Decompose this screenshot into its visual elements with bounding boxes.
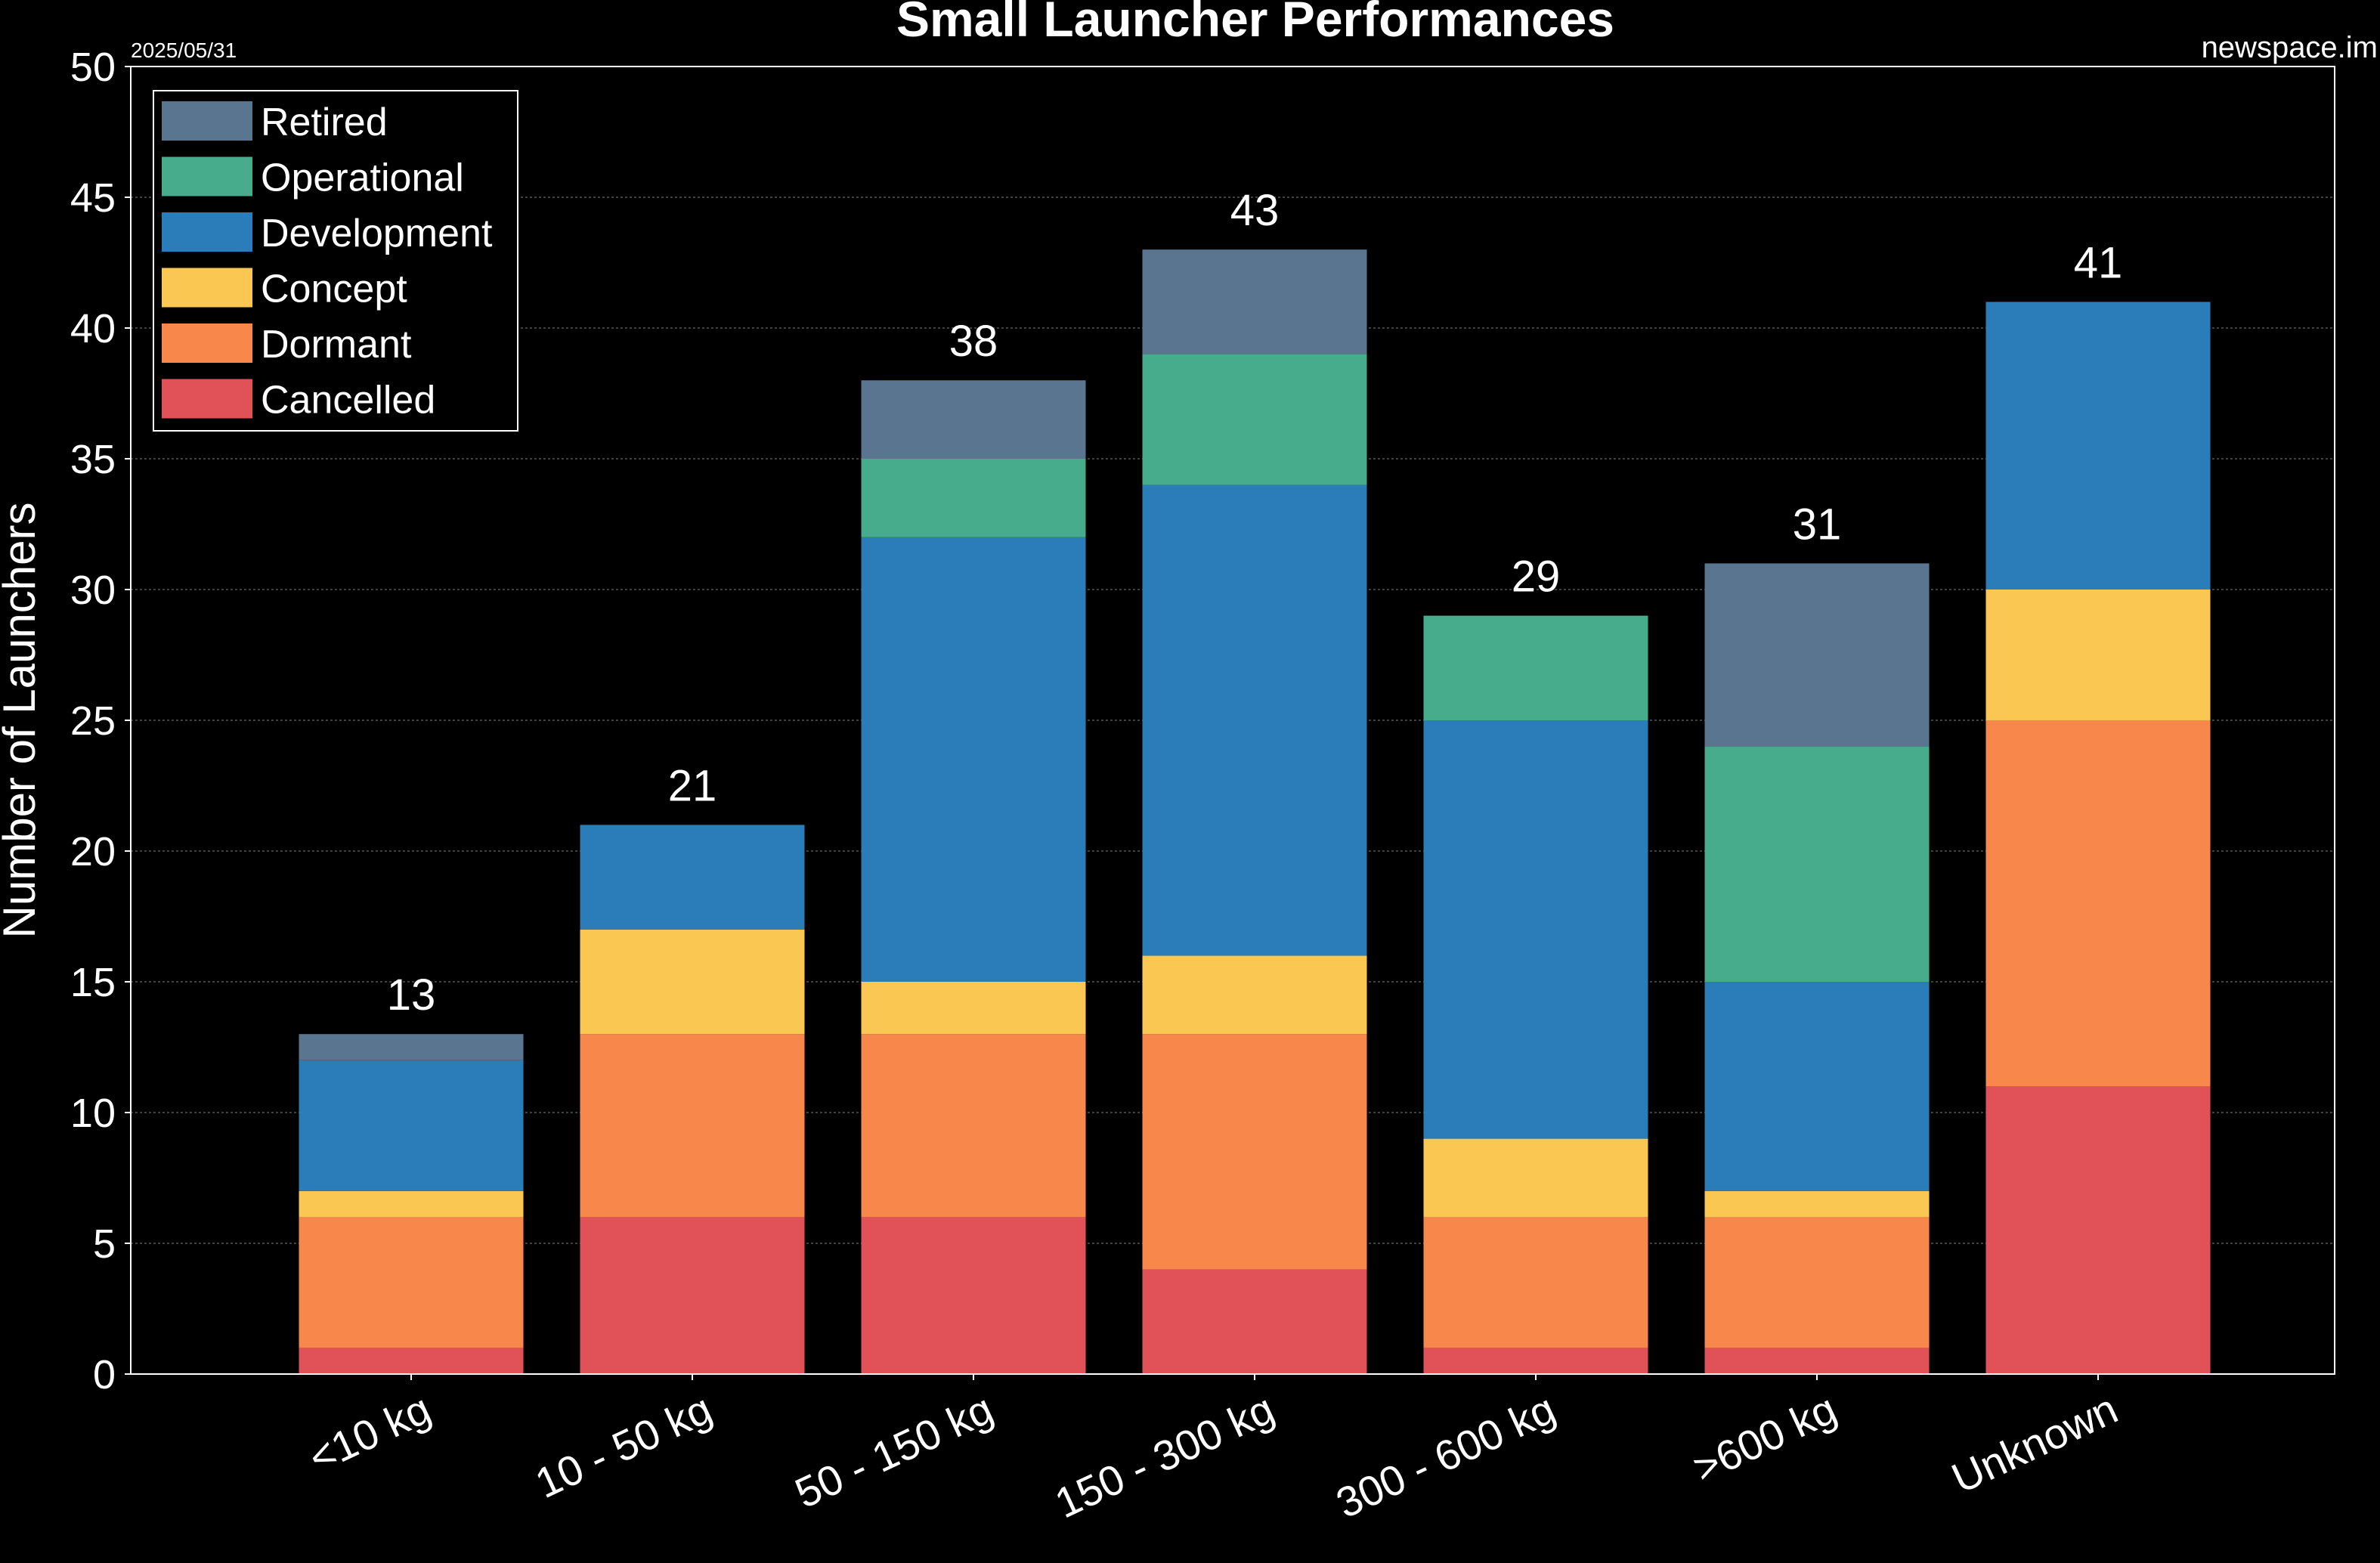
bar-segment-cancelled	[861, 1217, 1086, 1374]
y-axis-ticks: 0 5 10 15 20 25 30 35 40 45 50	[70, 45, 131, 1397]
date-label: 2025/05/31	[131, 39, 237, 62]
bar-segment-dormant	[861, 1034, 1086, 1218]
bar-segment-dormant	[1704, 1217, 1930, 1348]
y-tick-label: 40	[70, 306, 116, 351]
bar-segment-operational	[1704, 746, 1930, 982]
y-tick-label: 5	[93, 1221, 116, 1267]
bar-segment-concept	[1423, 1138, 1648, 1218]
bar-segment-cancelled	[1704, 1348, 1930, 1374]
bar-segment-operational	[1423, 615, 1648, 720]
legend-swatch-development	[162, 212, 252, 252]
y-tick-label: 15	[70, 960, 116, 1005]
total-labels: 13 21 38 43 29 31 41	[387, 186, 2123, 1020]
y-tick-label: 30	[70, 568, 116, 613]
y-tick-label: 50	[70, 45, 116, 90]
bar-segment-concept	[1985, 590, 2211, 720]
bar-segment-cancelled	[1423, 1348, 1648, 1374]
legend-label-retired: Retired	[261, 101, 388, 144]
source-label: newspace.im	[2202, 31, 2378, 64]
bar-segment-concept	[861, 982, 1086, 1035]
bar-segment-dormant	[1142, 1034, 1367, 1270]
bar-segment-development	[299, 1060, 524, 1191]
total-label: 31	[1793, 500, 1842, 549]
bar-segment-concept	[299, 1190, 524, 1218]
legend-swatch-concept	[162, 268, 252, 308]
bar-segment-cancelled	[580, 1217, 805, 1374]
bar-segment-cancelled	[299, 1348, 524, 1374]
total-label: 13	[387, 970, 436, 1020]
bar-segment-operational	[1142, 354, 1367, 485]
bar-segment-retired	[1142, 249, 1367, 354]
bar-segment-development	[1985, 302, 2211, 590]
legend-label-concept: Concept	[261, 268, 407, 311]
y-tick-label: 45	[70, 175, 116, 221]
bar-segment-dormant	[1423, 1217, 1648, 1348]
legend-swatch-dormant	[162, 323, 252, 363]
bar-segment-retired	[1704, 563, 1930, 747]
bar-segment-concept	[1704, 1190, 1930, 1218]
bar-segment-retired	[299, 1034, 524, 1060]
bar-segment-development	[861, 537, 1086, 982]
y-tick-label: 20	[70, 829, 116, 874]
total-label: 29	[1512, 552, 1561, 602]
total-label: 21	[668, 761, 717, 810]
bar-segment-cancelled	[1142, 1269, 1367, 1374]
total-label: 43	[1230, 186, 1280, 235]
bar-segment-concept	[1142, 955, 1367, 1035]
bars	[299, 249, 2211, 1374]
bar-segment-development	[1423, 720, 1648, 1139]
bar-segment-development	[580, 825, 805, 930]
total-label: 38	[949, 317, 998, 366]
total-label: 41	[2074, 238, 2123, 287]
bar-segment-development	[1142, 484, 1367, 956]
y-tick-label: 35	[70, 437, 116, 482]
bar-segment-dormant	[299, 1217, 524, 1348]
y-tick-label: 10	[70, 1091, 116, 1136]
legend-box	[153, 90, 518, 432]
legend: Retired Operational Development Concept Dorm…	[153, 90, 518, 432]
bar-segment-cancelled	[1985, 1086, 2211, 1374]
legend-swatch-operational	[162, 156, 252, 197]
legend-label-cancelled: Cancelled	[261, 379, 435, 422]
legend-swatch-cancelled	[162, 379, 252, 419]
bar-segment-dormant	[1985, 720, 2211, 1087]
bar-segment-operational	[861, 459, 1086, 537]
legend-label-development: Development	[261, 212, 493, 255]
bar-segment-concept	[580, 929, 805, 1035]
legend-swatch-retired	[162, 101, 252, 141]
bar-segment-retired	[861, 380, 1086, 459]
bar-segment-dormant	[580, 1034, 805, 1218]
legend-label-dormant: Dormant	[261, 323, 412, 367]
bar-segment-development	[1704, 982, 1930, 1191]
y-tick-label: 0	[93, 1352, 116, 1397]
chart-title: Small Launcher Performances	[896, 0, 1614, 47]
legend-label-operational: Operational	[261, 156, 464, 200]
y-tick-label: 25	[70, 698, 116, 744]
y-axis-label: Number of Launchers	[0, 503, 45, 939]
